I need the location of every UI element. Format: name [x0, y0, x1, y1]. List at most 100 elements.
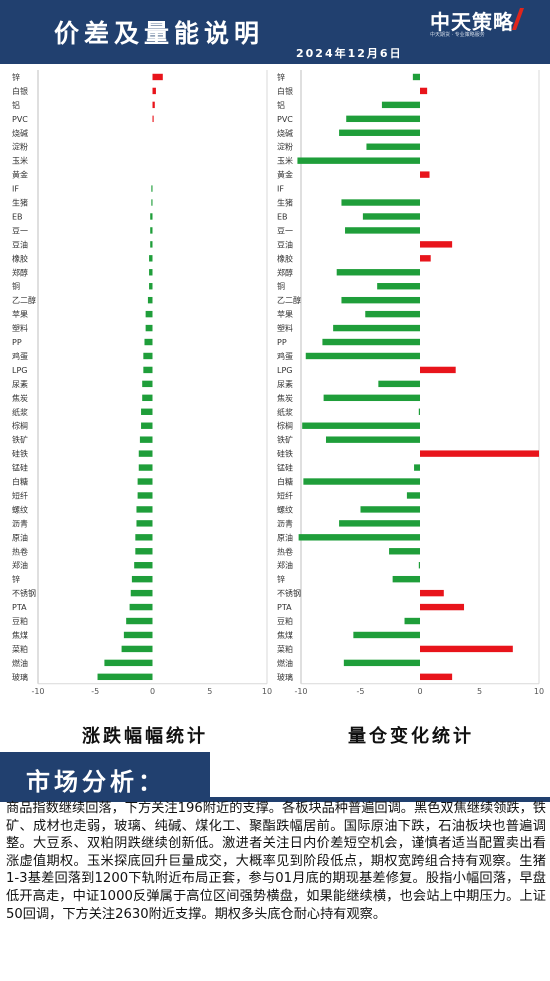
volume-bar: [381, 101, 420, 109]
change-bar: [131, 575, 153, 583]
volume-category-label: 不锈钢: [277, 588, 301, 598]
volume-bar: [339, 520, 420, 527]
volume-bar: [303, 478, 420, 485]
change-bar: [143, 366, 153, 374]
change-tick-label: -5: [91, 687, 99, 696]
volume-bar: [302, 422, 420, 429]
volume-bar: [325, 436, 420, 443]
volume-category-label: 铝: [277, 100, 285, 110]
volume-category-label: 棕榈: [277, 421, 293, 431]
volume-category-label: 焦煤: [277, 630, 293, 640]
volume-bar: [341, 296, 420, 304]
volume-category-label: 铁矿: [277, 435, 293, 445]
change-bar: [150, 227, 153, 234]
volume-tick-label: 10: [534, 687, 544, 696]
volume-category-label: 白糖: [277, 477, 293, 487]
header-banner: [0, 0, 550, 64]
volume-chart: 锌白银铝PVC烧碱淀粉玉米黄金IF生猪EB豆一豆油橡胶郑醇铜乙二醇苹果塑料PP鸡…: [277, 70, 544, 696]
change-category-label: 沥青: [12, 518, 28, 528]
volume-category-label: 郑油: [277, 560, 293, 570]
change-category-label: 锌: [12, 72, 20, 82]
volume-category-label: LPG: [277, 366, 292, 375]
volume-bar: [412, 73, 420, 81]
change-category-label: 燃油: [12, 658, 28, 668]
change-category-label: 玻璃: [12, 672, 28, 682]
volume-category-label: 燃油: [277, 658, 293, 668]
volume-bar: [298, 534, 420, 541]
volume-bar: [323, 394, 420, 402]
volume-category-label: 淀粉: [277, 142, 293, 152]
volume-chart-title: 量仓变化统计: [348, 726, 474, 747]
change-bar: [149, 255, 153, 262]
change-category-label: 生猪: [12, 198, 28, 208]
change-bar: [126, 617, 153, 625]
volume-bar: [418, 562, 420, 569]
volume-tick-label: -5: [357, 687, 365, 696]
volume-category-label: PVC: [277, 115, 293, 124]
change-bar: [104, 659, 153, 667]
volume-category-label: 原油: [277, 532, 293, 542]
volume-category-label: 郑醇: [277, 267, 293, 277]
volume-bar: [339, 129, 420, 136]
change-bar: [152, 115, 154, 123]
volume-bar: [420, 645, 513, 653]
change-category-label: 苹果: [12, 309, 28, 319]
volume-bar: [378, 380, 420, 388]
change-category-label: IF: [12, 185, 19, 194]
change-category-label: 硅铁: [12, 449, 28, 459]
volume-bar: [418, 408, 420, 415]
volume-category-label: IF: [277, 185, 284, 194]
volume-category-label: 螺纹: [277, 504, 293, 514]
change-bar: [143, 352, 153, 360]
volume-category-label: 锌: [277, 574, 285, 584]
change-bar: [134, 562, 153, 569]
change-category-label: 白银: [12, 86, 28, 96]
change-bar: [147, 296, 153, 304]
change-category-label: 菜粕: [12, 644, 28, 654]
change-category-label: 豆粕: [12, 616, 28, 626]
volume-category-label: 豆油: [277, 239, 293, 249]
change-category-label: 铝: [12, 100, 20, 110]
change-category-label: 锰硅: [12, 463, 28, 473]
volume-bar: [346, 115, 420, 123]
change-category-label: 热卷: [12, 546, 28, 556]
volume-category-label: 苹果: [277, 309, 293, 319]
change-category-label: 淀粉: [12, 142, 28, 152]
change-bar: [151, 185, 153, 192]
volume-bar: [420, 589, 444, 597]
change-bar: [151, 199, 153, 206]
change-category-label: 铁矿: [12, 435, 28, 445]
change-bar: [139, 436, 153, 443]
volume-category-label: 短纤: [277, 490, 293, 500]
volume-category-label: PTA: [277, 603, 292, 612]
volume-bar: [420, 603, 465, 611]
change-bar: [129, 603, 153, 611]
change-category-label: 玉米: [12, 156, 28, 166]
volume-category-label: 塑料: [277, 323, 293, 333]
change-bar: [121, 645, 153, 653]
page-title: 价差及量能说明: [54, 19, 265, 48]
volume-bar: [377, 283, 420, 290]
change-bar: [130, 589, 153, 597]
change-bar: [135, 548, 153, 555]
change-bar: [141, 422, 153, 429]
volume-category-label: 锌: [277, 72, 285, 82]
volume-tick-label: 5: [477, 687, 482, 696]
change-bar: [137, 492, 153, 499]
volume-category-label: 白银: [277, 86, 293, 96]
change-category-label: 焦炭: [12, 393, 28, 403]
section-banner: [0, 752, 210, 800]
volume-bar: [322, 338, 420, 346]
change-category-label: 白糖: [12, 477, 28, 487]
change-category-label: 螺纹: [12, 504, 28, 514]
change-chart-title: 涨跌幅幅统计: [82, 726, 208, 747]
change-category-label: 棕榈: [12, 421, 28, 431]
volume-category-label: 沥青: [277, 518, 293, 528]
change-tick-label: -10: [31, 687, 44, 696]
volume-bar: [341, 199, 420, 206]
volume-category-label: 生猪: [277, 198, 293, 208]
volume-category-label: 尿素: [277, 379, 293, 389]
change-bar: [152, 101, 155, 109]
volume-category-label: 豆粕: [277, 616, 293, 626]
volume-bar: [366, 143, 420, 150]
